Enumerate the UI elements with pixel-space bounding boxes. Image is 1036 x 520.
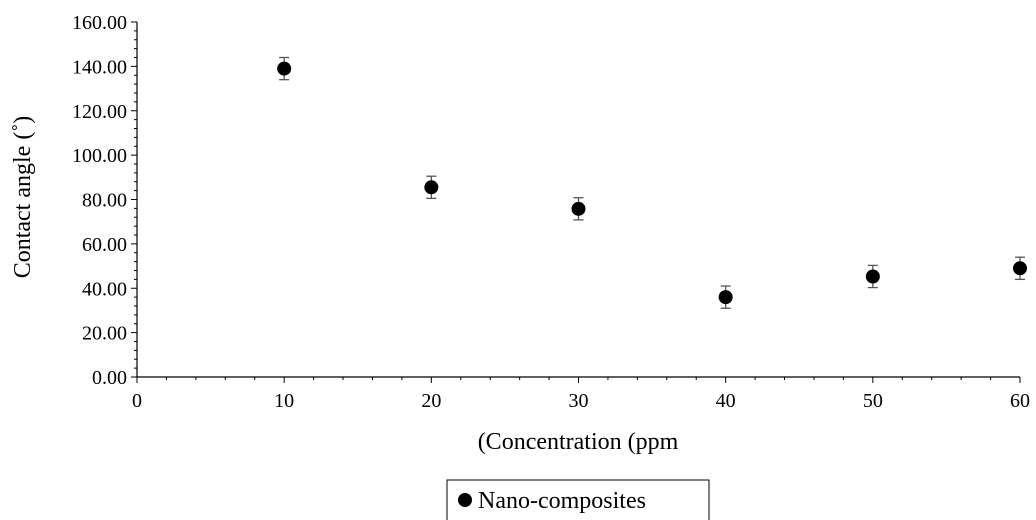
- y-tick-label: 100.00: [72, 145, 127, 167]
- legend-box: [446, 479, 710, 520]
- y-tick-label: 120.00: [72, 101, 127, 123]
- x-axis-title: (Concentration (ppm: [478, 429, 679, 455]
- x-tick-label: 40: [716, 390, 736, 412]
- y-tick-label: 140.00: [72, 56, 127, 78]
- y-tick-label: 80.00: [82, 190, 127, 212]
- y-tick-label: 160.00: [72, 12, 127, 34]
- y-tick-label: 0.00: [92, 367, 127, 389]
- data-point: [1013, 261, 1027, 276]
- y-axis-title: Contact angle (˚): [10, 116, 36, 279]
- y-tick-label: 20.00: [82, 323, 127, 345]
- x-tick-label: 60: [1010, 390, 1030, 412]
- x-axis: 0 10 20 30 40 50 60: [132, 376, 1030, 412]
- data-point: [718, 290, 733, 305]
- legend-label: Nano-composites: [478, 488, 646, 514]
- x-tick-label: 10: [274, 390, 294, 412]
- x-tick-label: 20: [421, 390, 441, 412]
- x-tick-label: 50: [863, 390, 883, 412]
- error-bars: [279, 56, 1025, 309]
- y-tick-label: 60.00: [82, 234, 127, 256]
- x-tick-label: 0: [132, 390, 142, 412]
- data-point: [865, 269, 880, 284]
- data-point: [277, 61, 292, 76]
- legend-marker: [458, 493, 472, 507]
- legend: Nano-composites: [446, 479, 710, 520]
- data-point: [424, 180, 439, 195]
- data-points: [277, 61, 1027, 305]
- data-point: [571, 201, 586, 216]
- x-tick-label: 30: [569, 390, 589, 412]
- y-axis: 0.00 20.00 40.00 60.00 80.00 100.00 120.00 140.…: [72, 12, 138, 389]
- y-tick-label: 40.00: [82, 278, 127, 300]
